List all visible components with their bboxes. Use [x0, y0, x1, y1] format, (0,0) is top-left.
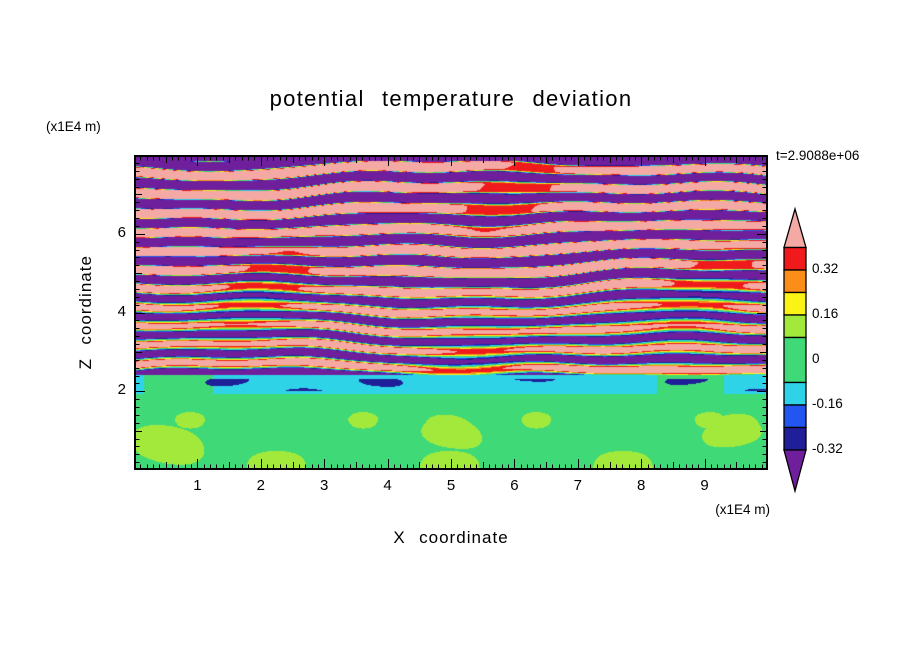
x-tick-label: 1 — [193, 477, 202, 494]
contour-plot — [134, 155, 768, 470]
colorbar-tick-label: -0.16 — [812, 396, 843, 411]
z-tick-label: 6 — [117, 223, 126, 241]
x-tick-label: 6 — [510, 477, 519, 494]
z-axis-title-wrap: Z coordinate — [72, 155, 100, 470]
x-tick-label: 8 — [637, 477, 646, 494]
plot-title: potential temperature deviation — [269, 86, 633, 111]
x-tick-label: 7 — [573, 477, 582, 494]
z-axis-unit-label: (x1E4 m) — [46, 119, 101, 134]
z-axis-title: Z coordinate — [76, 255, 95, 370]
x-tick-label: 4 — [383, 477, 392, 494]
z-tick-label: 2 — [117, 381, 126, 399]
x-axis-title: X coordinate — [393, 528, 509, 547]
z-tick-label: 4 — [117, 302, 126, 320]
x-tick-label: 2 — [256, 477, 265, 494]
colorbar-tick-label: 0 — [812, 351, 820, 366]
colorbar-tick-label: 0.32 — [812, 261, 839, 276]
x-tick-label: 5 — [446, 477, 456, 494]
time-annotation: t=2.9088e+06 — [776, 148, 860, 163]
colorbar-tick-label: -0.32 — [812, 441, 843, 456]
x-tick-label: 3 — [320, 477, 329, 494]
colorbar-tick-label: 0.16 — [812, 306, 839, 321]
x-tick-label: 9 — [700, 477, 709, 494]
colorbar — [783, 206, 807, 494]
contour-canvas — [134, 155, 768, 470]
x-axis-unit-label: (x1E4 m) — [715, 502, 770, 517]
